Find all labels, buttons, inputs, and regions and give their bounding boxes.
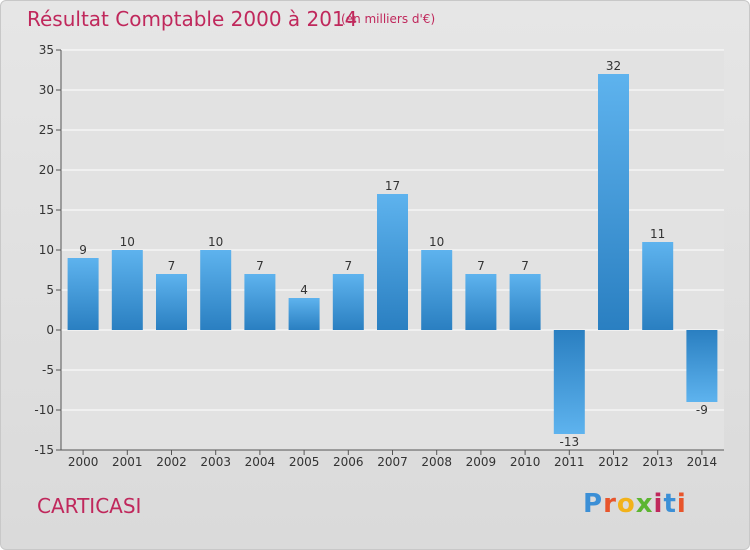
logo-letter: r <box>603 489 617 519</box>
logo-letter: i <box>653 489 664 519</box>
bar-2010 <box>509 274 541 330</box>
bar-2011 <box>553 330 585 434</box>
value-label-2004: 7 <box>256 259 264 273</box>
value-label-2011: -13 <box>559 435 579 449</box>
x-tick-label-2001: 2001 <box>112 455 143 469</box>
y-tick-label: -10 <box>34 403 54 417</box>
axes: -15 -10 -5 0 5 10 15 20 25 30 35 2000 2001 2002 2003 20… <box>34 43 724 469</box>
commune-name: CARTICASI <box>37 494 142 518</box>
y-tick-label: 35 <box>39 43 54 57</box>
y-tick-label: 10 <box>39 243 54 257</box>
bar-2000 <box>67 258 99 330</box>
logo-letter: t <box>663 489 677 519</box>
bar-2001 <box>111 250 143 330</box>
x-tick-label-2005: 2005 <box>289 455 320 469</box>
bar-2007 <box>377 194 408 330</box>
logo-letter: P <box>583 489 604 519</box>
x-tick-label-2010: 2010 <box>510 455 541 469</box>
x-tick-label-2011: 2011 <box>554 455 585 469</box>
x-tick-label-2014: 2014 <box>687 455 718 469</box>
bar-2006 <box>332 274 364 330</box>
y-tick-label: -15 <box>34 443 54 457</box>
y-tick-label: 5 <box>46 283 54 297</box>
value-label-2005: 4 <box>300 283 308 297</box>
x-tick-label-2012: 2012 <box>598 455 629 469</box>
x-tick-label-2009: 2009 <box>466 455 497 469</box>
bar-2013 <box>642 242 674 330</box>
bar-2008 <box>421 250 453 330</box>
value-label-2009: 7 <box>477 259 485 273</box>
bar-2004 <box>244 274 276 330</box>
value-label-2008: 10 <box>429 235 444 249</box>
bar-2009 <box>465 274 497 330</box>
bars <box>67 74 718 434</box>
bar-2005 <box>288 298 320 330</box>
value-label-2001: 10 <box>120 235 135 249</box>
x-tick-label-2004: 2004 <box>245 455 276 469</box>
logo-letter: i <box>676 489 687 519</box>
x-tick-label-2006: 2006 <box>333 455 364 469</box>
y-tick-label: 30 <box>39 83 54 97</box>
logo-letter: x <box>635 489 654 519</box>
y-tick-label: -5 <box>42 363 54 377</box>
y-tick-label: 15 <box>39 203 54 217</box>
bar-2003 <box>200 250 232 330</box>
chart-title: Résultat Comptable 2000 à 2014 <box>27 7 358 31</box>
x-tick-label-2007: 2007 <box>377 455 408 469</box>
value-label-2003: 10 <box>208 235 223 249</box>
bar-2002 <box>156 274 187 330</box>
chart-subtitle: (en milliers d'€) <box>341 12 436 26</box>
x-tick-label-2008: 2008 <box>421 455 452 469</box>
proxiti-logo: Proxiti <box>583 489 687 519</box>
value-label-2010: 7 <box>521 259 529 273</box>
value-label-2014: -9 <box>696 403 708 417</box>
y-tick-label: 25 <box>39 123 54 137</box>
value-label-2006: 7 <box>344 259 352 273</box>
value-label-2000: 9 <box>79 243 87 257</box>
value-label-2013: 11 <box>650 227 665 241</box>
bar-2012 <box>598 74 629 330</box>
x-tick-label-2002: 2002 <box>156 455 187 469</box>
x-tick-label-2000: 2000 <box>68 455 99 469</box>
value-label-2007: 17 <box>385 179 400 193</box>
x-tick-label-2013: 2013 <box>642 455 673 469</box>
y-tick-label: 20 <box>39 163 54 177</box>
logo-letter: o <box>616 489 636 519</box>
data-labels: 9 10 7 10 7 4 7 17 10 7 7 -13 32 11 -9 <box>79 59 708 449</box>
bar-2014 <box>686 330 718 402</box>
value-label-2012: 32 <box>606 59 621 73</box>
value-label-2002: 7 <box>168 259 176 273</box>
y-tick-label: 0 <box>46 323 54 337</box>
x-tick-label-2003: 2003 <box>200 455 231 469</box>
